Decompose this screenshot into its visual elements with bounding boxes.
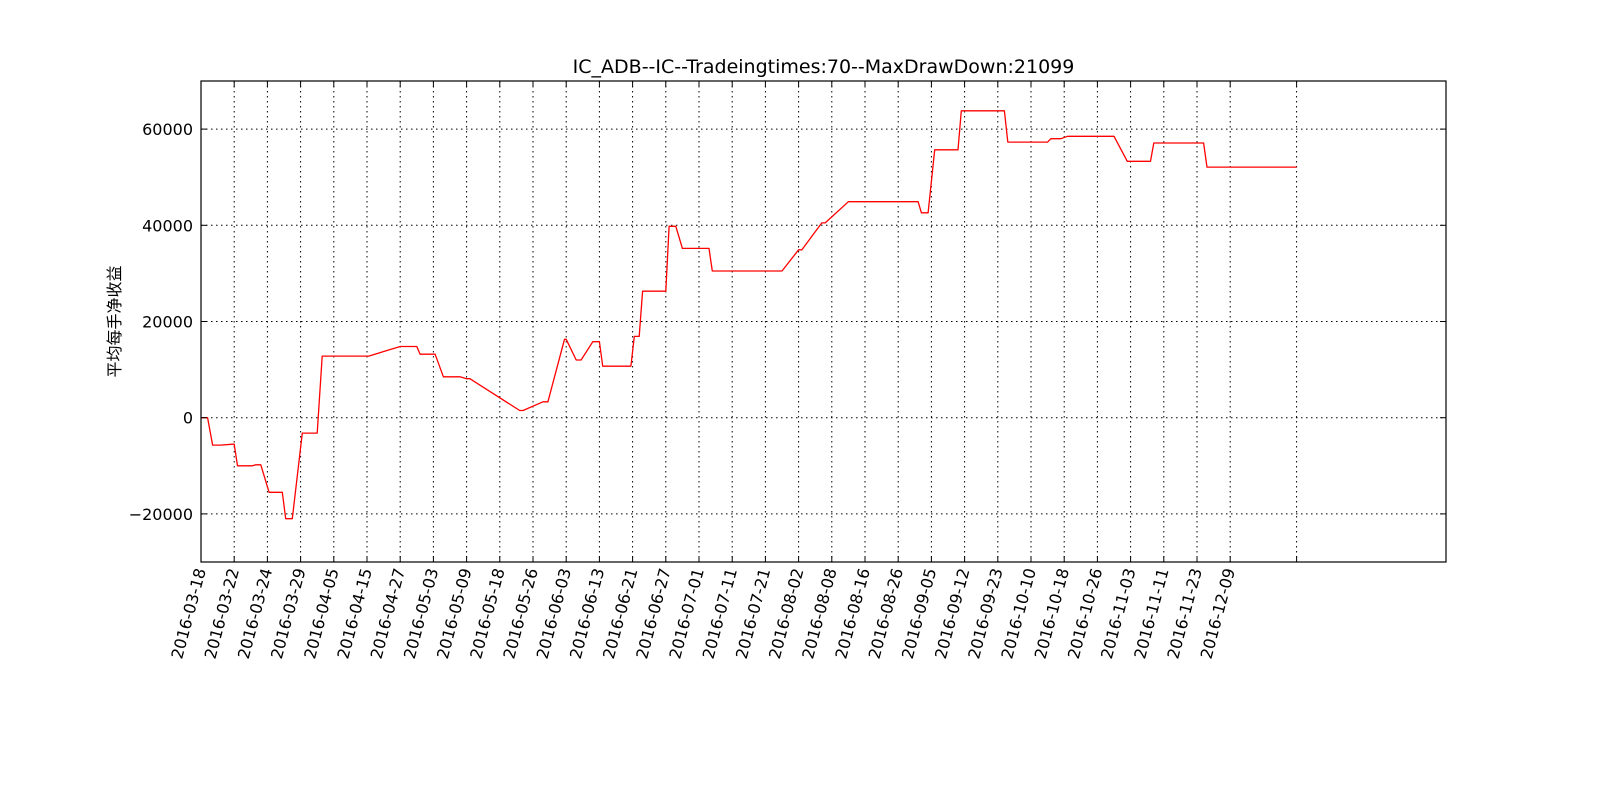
y-tick-label: 20000 bbox=[142, 313, 193, 332]
y-axis: −20000 0 20000 40000 60000 bbox=[129, 120, 1446, 524]
series-line bbox=[201, 110, 1297, 520]
y-axis-label: 平均每手净收益 bbox=[105, 265, 124, 377]
y-tick-label: −20000 bbox=[129, 505, 193, 524]
y-tick-label: 40000 bbox=[142, 216, 193, 235]
y-tick-label: 60000 bbox=[142, 120, 193, 139]
y-tick-label: 0 bbox=[183, 409, 193, 428]
grid bbox=[200, 81, 1446, 562]
chart-title: IC_ADB--IC--Tradeingtimes:70--MaxDrawDow… bbox=[573, 56, 1075, 78]
series-layer bbox=[201, 110, 1297, 520]
